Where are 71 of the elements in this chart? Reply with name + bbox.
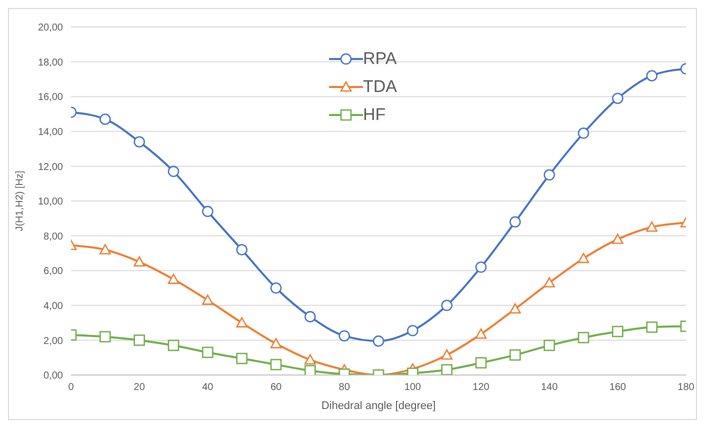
point (510, 303, 521, 314)
point (338, 330, 350, 342)
y-tick-label: 4,00 (44, 300, 64, 312)
point (168, 274, 180, 284)
y-tick-label: 18,00 (38, 57, 64, 68)
point (100, 331, 111, 342)
point (510, 349, 521, 361)
x-tick-label: 140 (540, 382, 558, 394)
point (270, 338, 282, 348)
point (100, 114, 111, 125)
point (612, 326, 624, 338)
point (100, 244, 111, 254)
point (646, 70, 658, 82)
y-tick-label: 16,00 (38, 92, 64, 104)
x-tick-label: 160 (609, 382, 626, 394)
point (441, 349, 452, 360)
point (304, 354, 316, 365)
x-tick-label: 20 (134, 382, 146, 394)
point (202, 206, 214, 218)
point (168, 166, 180, 178)
legend-label: TDA (363, 77, 397, 97)
point (441, 300, 452, 312)
point (475, 328, 487, 339)
point (236, 244, 248, 256)
point (544, 169, 555, 181)
y-tick-label: 2,00 (44, 336, 64, 347)
point (475, 261, 487, 273)
point (134, 334, 145, 346)
point (544, 340, 555, 352)
point (134, 136, 145, 148)
point (270, 358, 282, 370)
point (510, 216, 521, 228)
y-tick-label: 8,00 (44, 231, 64, 242)
x-tick-label: 100 (404, 382, 422, 394)
y-tick-label: 12,00 (38, 162, 64, 173)
point (578, 332, 590, 344)
point (612, 234, 624, 244)
y-tick-label: 0,00 (44, 370, 64, 382)
x-tick-label: 120 (472, 382, 490, 394)
point (578, 127, 590, 139)
point (646, 221, 658, 232)
point (372, 335, 384, 347)
legend-label: HF (363, 105, 386, 125)
x-tick-label: 180 (678, 382, 695, 394)
point (304, 311, 316, 322)
x-tick-label: 60 (270, 382, 282, 394)
y-axis-title: J(H1,H2) [Hz] (14, 170, 26, 232)
x-tick-label: 80 (338, 382, 350, 394)
y-tick-label: 6,00 (44, 266, 64, 278)
point (578, 252, 590, 264)
point (612, 92, 624, 104)
point (407, 324, 418, 336)
y-tick-label: 10,00 (38, 196, 64, 208)
point (270, 282, 282, 294)
point (134, 256, 145, 267)
point (646, 322, 658, 333)
point (544, 277, 555, 288)
x-axis-title: Dihedral angle [degree] (321, 400, 436, 412)
x-tick-label: 0 (68, 382, 74, 394)
point (202, 294, 214, 305)
point (202, 346, 214, 358)
legend-label: RPA (363, 49, 397, 69)
point (236, 317, 248, 328)
point (168, 340, 180, 352)
point (441, 364, 452, 375)
point (475, 357, 487, 368)
point (236, 352, 248, 364)
y-tick-label: 14,00 (38, 126, 64, 138)
x-tick-label: 40 (202, 382, 214, 394)
y-tick-label: 20,00 (38, 22, 64, 34)
point (304, 365, 316, 375)
